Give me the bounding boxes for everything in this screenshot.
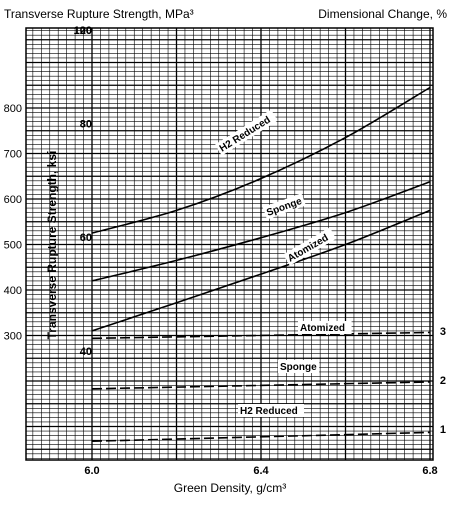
x-tick-label: 6.4 xyxy=(253,465,269,477)
label-strength-atomized-bg xyxy=(283,227,337,266)
label-dimensional-h2-reduced-group: H2 Reduced xyxy=(238,404,304,417)
label-dimensional-sponge-bg xyxy=(278,360,320,373)
dimensional-line-atomized xyxy=(91,331,431,340)
label-strength-sponge-bg xyxy=(262,193,306,220)
x-tick-label: 6.8 xyxy=(422,465,437,477)
dim-tick-label: 2 xyxy=(440,375,446,387)
ksi-tick-label: 100 xyxy=(74,25,92,37)
label-dimensional-h2-reduced-bg xyxy=(238,404,304,417)
ksi-tick-label: 80 xyxy=(80,119,92,131)
grid xyxy=(26,28,433,460)
label-dimensional-h2-reduced: H2 Reduced xyxy=(240,406,298,417)
plot-frame xyxy=(25,27,434,461)
mpa-tick-label: 600 xyxy=(4,194,22,206)
mpa-tick-label: 800 xyxy=(4,103,22,115)
series xyxy=(91,86,431,443)
label-dimensional-sponge: Sponge xyxy=(280,362,317,373)
label-dimensional-atomized-bg xyxy=(298,321,352,334)
mpa-tick-label: 500 xyxy=(4,240,22,252)
dim-tick-label: 3 xyxy=(440,326,446,338)
mpa-tick-label: 400 xyxy=(4,285,22,297)
title-right: Dimensional Change, % xyxy=(318,7,447,21)
strength-curve-atomized xyxy=(91,209,431,332)
label-dimensional-atomized-group: Atomized xyxy=(298,321,352,334)
label-dimensional-atomized: Atomized xyxy=(300,323,345,334)
dim-tick-label: 1 xyxy=(440,424,446,436)
y-axis-label: Transverse Rupture Strength, ksi xyxy=(45,151,59,340)
dimensional-line-sponge xyxy=(91,381,431,390)
label-strength-atomized: Atomized xyxy=(286,233,330,265)
x-axis-label: Green Density, g/cm³ xyxy=(174,481,286,495)
mpa-tick-label: 300 xyxy=(4,331,22,343)
mpa-tick-label: 700 xyxy=(4,149,22,161)
label-dimensional-sponge-group: Sponge xyxy=(278,360,320,373)
label-strength-atomized-group: Atomized xyxy=(283,227,337,266)
dimensional-line-h2-reduced xyxy=(91,431,431,443)
strength-curve-sponge xyxy=(91,180,431,282)
ksi-tick-label: 40 xyxy=(80,346,92,358)
title-left: Transverse Rupture Strength, MPa³ xyxy=(4,7,194,21)
x-tick-label: 6.0 xyxy=(84,465,99,477)
label-strength-h2-reduced: H2 Reduced xyxy=(218,115,273,155)
strength-curve-h2-reduced xyxy=(91,86,431,234)
ksi-tick-label: 120 xyxy=(74,25,92,37)
label-strength-h2-reduced-bg xyxy=(215,109,278,156)
ksi-tick-label: 60 xyxy=(80,232,92,244)
